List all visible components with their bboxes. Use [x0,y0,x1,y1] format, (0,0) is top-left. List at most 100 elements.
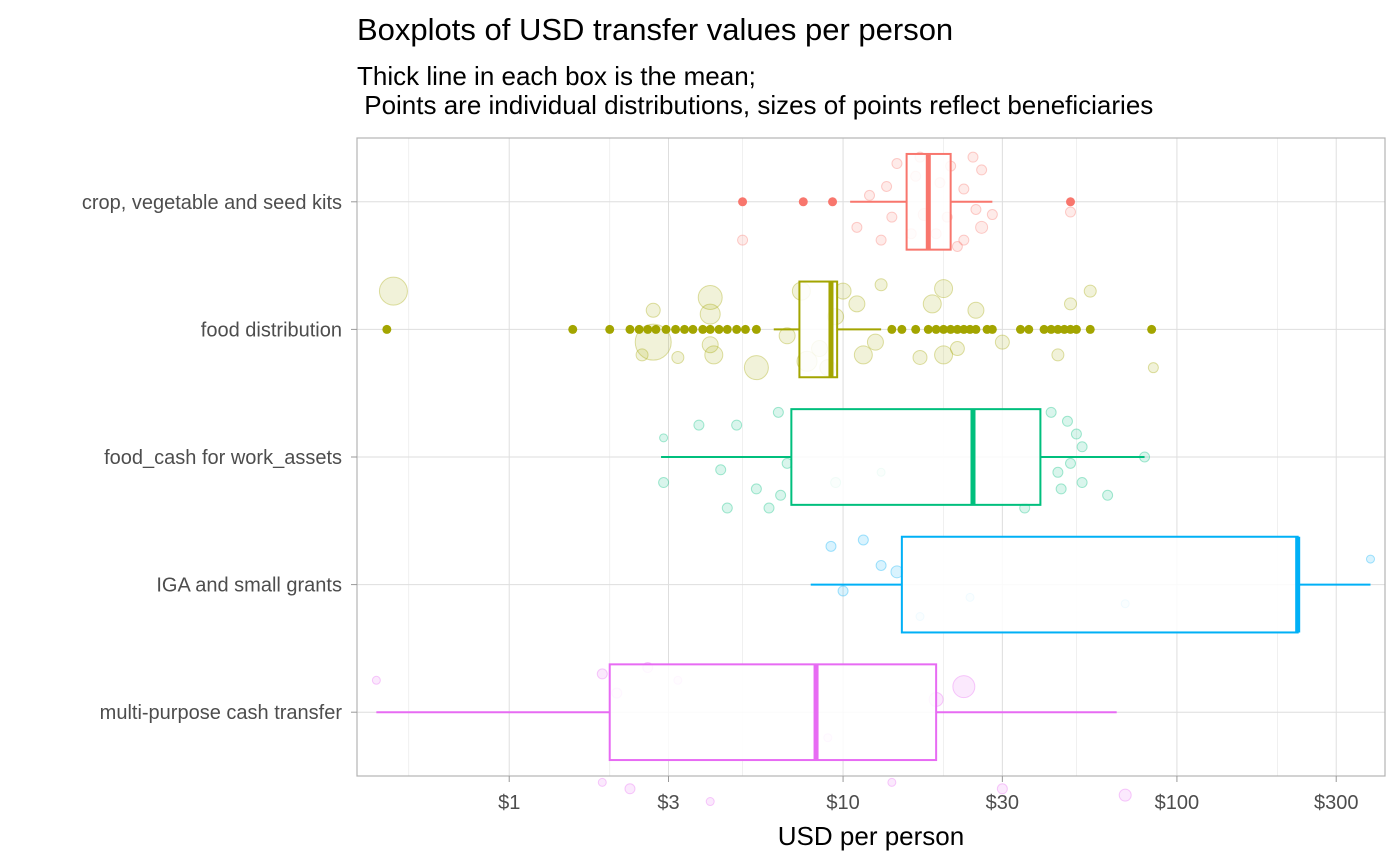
jitter-point [851,221,863,233]
outlier-point [1066,197,1076,207]
x-tick-label: $3 [657,792,679,814]
jitter-point [634,323,672,361]
outlier-point [738,197,748,207]
outlier-point [1085,324,1095,334]
outlier-point [605,324,615,334]
x-tick-label: $10 [826,792,859,814]
jitter-point [1064,297,1078,311]
jitter-point [1076,441,1088,453]
jitter-point [1055,483,1067,495]
jitter-point [378,276,408,306]
jitter-point [1051,348,1065,362]
x-tick-label: $300 [1314,792,1359,814]
jitter-point [1083,284,1097,298]
chart-subtitle-line-2: Points are individual distributions, siz… [357,90,1154,120]
jitter-point [596,668,608,680]
jitter-point [705,797,715,807]
outlier-point [1059,324,1069,334]
category-label: food_cash for work_assets [104,447,342,469]
jitter-point [958,234,970,246]
jitter-point [1147,362,1159,374]
outlier-point [661,324,671,334]
jitter-point [994,334,1010,350]
jitter-point [763,502,775,514]
x-tick-label: $100 [1155,792,1200,814]
boxplot [810,535,1371,634]
outlier-point [634,324,644,334]
jitter-point [958,183,970,195]
box [790,408,1042,506]
jitter-point [697,285,723,310]
outlier-point [897,324,907,334]
outlier-point [382,324,392,334]
jitter-point [967,301,985,319]
jitter-point [825,540,837,552]
outlier-point [680,324,690,334]
jitter-point [715,464,727,476]
jitter-point [775,489,787,501]
jitter-point [1102,489,1114,501]
jitter-point [866,333,884,351]
jitter-point [1070,428,1082,440]
x-axis-title: USD per person [778,821,964,851]
jitter-point [743,355,769,381]
outlier-point [698,324,708,334]
jitter-point [891,158,903,170]
outlier-point [651,324,661,334]
jitter-point [658,477,670,489]
jitter-point [1118,788,1132,802]
jitter-point [659,433,669,443]
outlier-point [1071,324,1081,334]
jitter-point [635,348,649,362]
jitter-point [976,164,988,176]
outlier-point [952,324,962,334]
jitter-point [750,483,762,495]
jitter-point [975,220,989,234]
jitter-point [1065,457,1077,469]
jitter-point [951,240,963,252]
chart-title: Boxplots of USD transfer values per pers… [357,12,954,47]
jitter-point [912,349,928,365]
category-label: crop, vegetable and seed kits [82,192,342,214]
outlier-point [911,324,921,334]
outlier-point [971,324,981,334]
outlier-point [1053,324,1063,334]
outlier-point [987,324,997,334]
chart-subtitle: Thick line in each box is the mean; Poin… [357,62,1153,120]
x-tick-label: $30 [986,792,1019,814]
jitter-point [731,419,743,431]
jitter-point [693,419,705,431]
jitter-point [967,151,979,163]
jitter-point [875,559,887,571]
boxplot [661,408,1145,506]
jitter-point [1061,415,1073,427]
jitter-point [857,534,869,546]
jitter-point [848,295,866,313]
jitter-point [887,777,897,787]
x-tick-label: $1 [498,792,520,814]
outlier-point [688,324,698,334]
chart-subtitle-line-1: Thick line in each box is the mean; [357,61,756,91]
outlier-point [1046,324,1056,334]
jitter-point [996,783,1008,795]
outlier-point [923,324,933,334]
outlier-point [1147,324,1157,334]
jitter-point [778,327,796,345]
jitter-point [922,294,942,314]
jitter-point [704,345,724,365]
outlier-point [1016,324,1026,334]
outlier-point [946,324,956,334]
outlier-point [798,197,808,207]
outlier-point [705,324,715,334]
outlier-point [751,324,761,334]
jitter-point [721,502,733,514]
outlier-point [714,324,724,334]
jitter-point [645,302,661,318]
jitter-point [1076,477,1088,489]
grid-lines [357,138,1385,776]
jitter-point [1065,206,1077,218]
jitter-point [853,345,873,365]
boxplots [376,152,1371,762]
jitter-point [699,303,721,325]
